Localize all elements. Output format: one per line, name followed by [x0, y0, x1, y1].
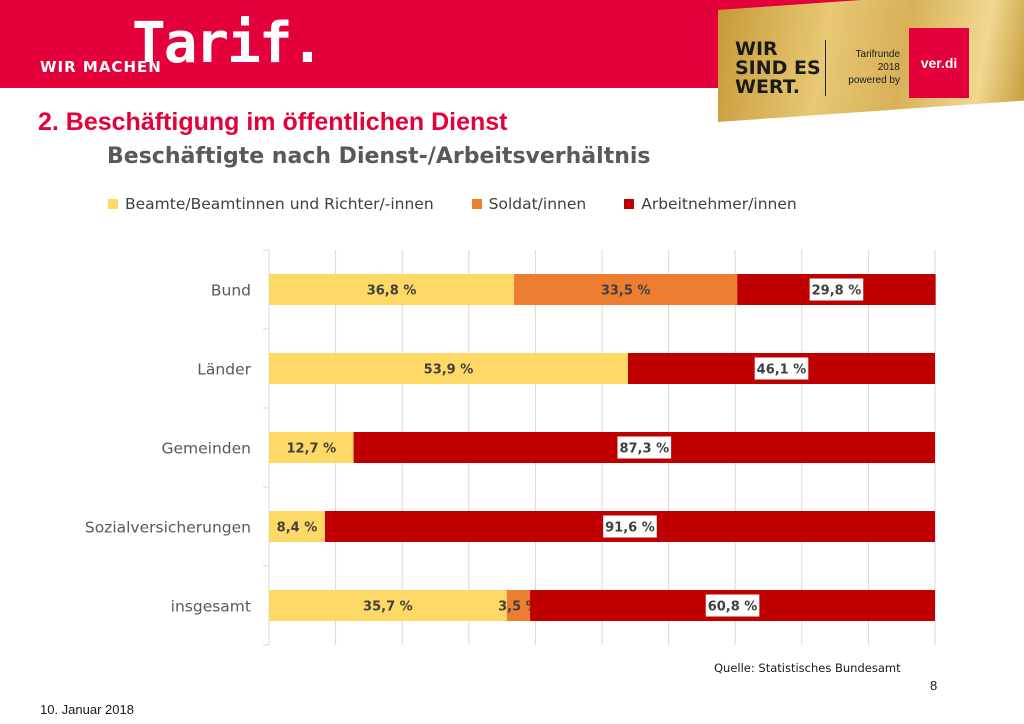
- chart-legend: Beamte/Beamtinnen und Richter/-innen Sol…: [108, 195, 835, 213]
- page-number: 8: [930, 678, 938, 693]
- legend-swatch-soldaten: [471, 199, 482, 209]
- category-label: Gemeinden: [161, 440, 251, 458]
- bar-segment: [269, 353, 628, 384]
- data-label: 29,8 %: [812, 284, 862, 299]
- bar-segment: [514, 274, 738, 305]
- wir-machen-text: WIR MACHEN: [40, 58, 162, 76]
- data-label: 53,9 %: [424, 363, 474, 378]
- data-label-box: [603, 515, 657, 538]
- campaign-logo: WIR SIND ES WERT.: [735, 40, 825, 97]
- bar-segment: [269, 590, 507, 621]
- bar-segment: [269, 511, 325, 542]
- category-label: insgesamt: [171, 598, 251, 616]
- legend-swatch-beamte: [108, 199, 118, 209]
- data-label: 91,6 %: [605, 521, 655, 536]
- data-label-box: [754, 357, 809, 380]
- legend-label-beamte: Beamte/Beamtinnen und Richter/-innen: [125, 195, 434, 213]
- campaign-line-2: SIND ES: [735, 57, 821, 79]
- tarifrunde-line-2: powered by: [848, 75, 900, 86]
- data-label: 33,5 %: [601, 284, 651, 299]
- bar-segment: [269, 274, 515, 305]
- tarifrunde-line-1: Tarifrunde 2018: [855, 49, 900, 73]
- data-label-box: [809, 278, 864, 301]
- campaign-line-1: WIR: [735, 38, 778, 60]
- bar-segment: [506, 590, 531, 621]
- data-label: 46,1 %: [757, 363, 807, 378]
- slide-title: 2. Beschäftigung im öffentlichen Dienst: [38, 108, 508, 136]
- bar-segment: [269, 432, 354, 463]
- slide-date: 10. Januar 2018: [40, 702, 134, 717]
- data-label: 87,3 %: [619, 442, 669, 457]
- data-label: 12,7 %: [286, 442, 336, 457]
- data-label-box: [617, 436, 672, 459]
- data-label: 60,8 %: [708, 600, 758, 615]
- category-label: Bund: [211, 282, 251, 300]
- legend-item-arbeitnehmer: Arbeitnehmer/innen: [624, 195, 797, 213]
- data-label: 8,4 %: [277, 521, 318, 536]
- category-label: Sozialversicherungen: [85, 519, 251, 537]
- legend-item-soldaten: Soldat/innen: [471, 195, 587, 213]
- legend-swatch-arbeitnehmer: [624, 199, 635, 209]
- data-label: 35,7 %: [363, 600, 413, 615]
- category-label: Länder: [197, 361, 251, 379]
- data-label: 36,8 %: [367, 284, 417, 299]
- chart-subtitle: Beschäftigte nach Dienst-/Arbeitsverhält…: [107, 144, 651, 169]
- data-label: 3,5 %: [498, 600, 539, 615]
- tarif-logo-text: Tarif.: [132, 11, 324, 76]
- legend-label-arbeitnehmer: Arbeitnehmer/innen: [641, 195, 797, 213]
- legend-label-soldaten: Soldat/innen: [488, 195, 587, 213]
- campaign-line-3: WERT.: [735, 76, 801, 98]
- verdi-logo: ver.di: [909, 28, 969, 98]
- data-label-box: [705, 594, 760, 617]
- chart-source: Quelle: Statistisches Bundesamt: [714, 661, 901, 675]
- tarifrunde-text: Tarifrunde 2018 powered by: [834, 48, 900, 87]
- campaign-separator: [825, 40, 826, 96]
- legend-item-beamte: Beamte/Beamtinnen und Richter/-innen: [108, 195, 434, 213]
